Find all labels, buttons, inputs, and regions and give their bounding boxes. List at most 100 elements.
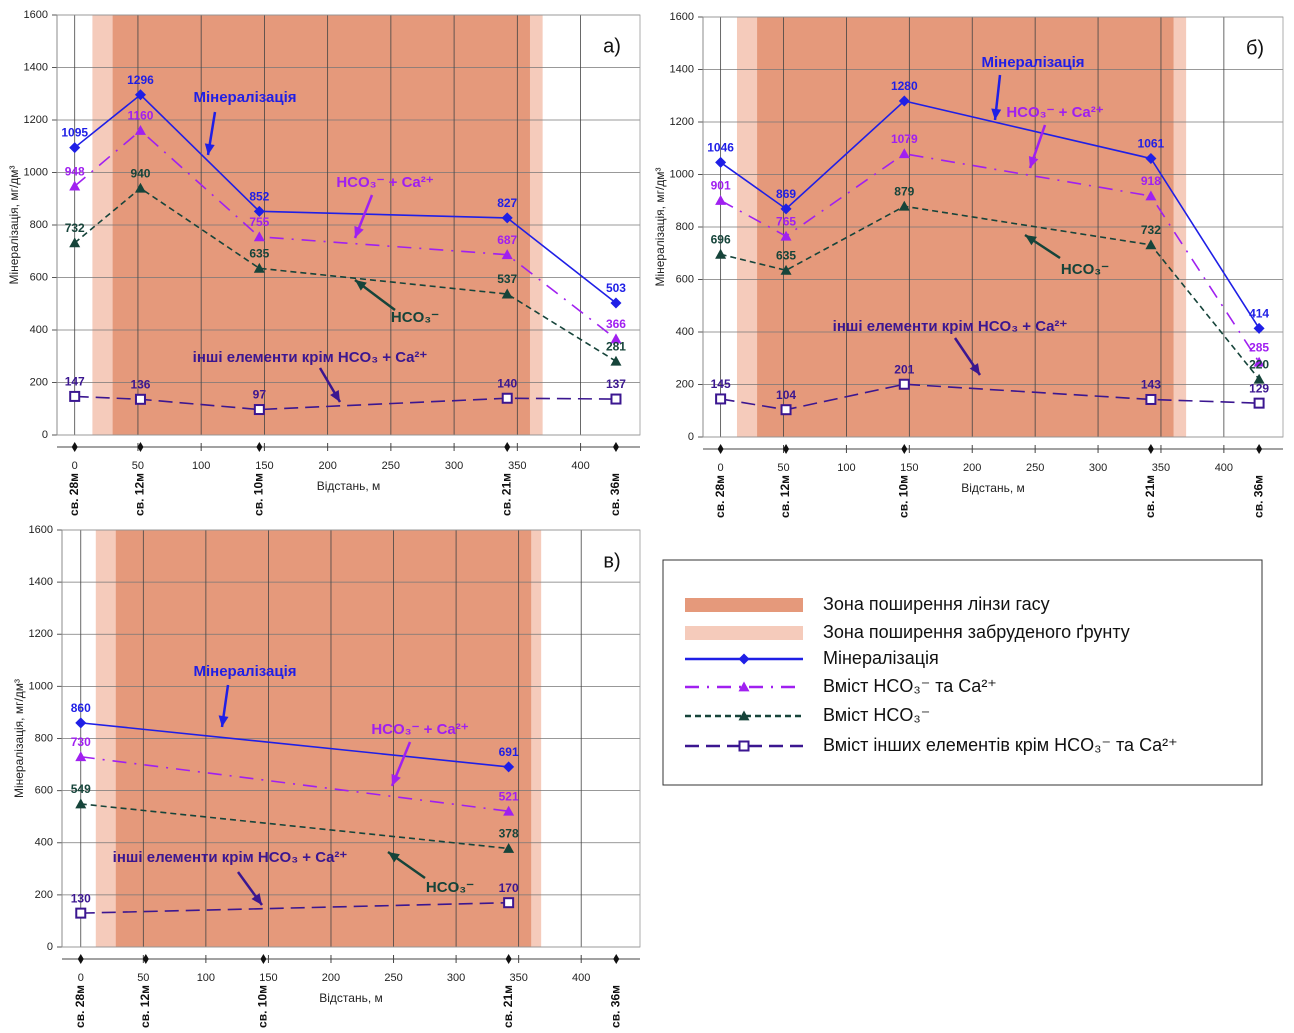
series-line: [74, 187, 617, 362]
well-marker: [1147, 444, 1154, 454]
data-point: [610, 297, 622, 309]
y-tick-label: 1400: [24, 61, 48, 73]
data-label: 549: [71, 782, 91, 796]
data-label: 147: [65, 375, 85, 389]
annotation: HCO₃⁻: [1061, 261, 1109, 278]
data-label: 696: [711, 232, 731, 246]
data-point: [134, 182, 146, 193]
y-tick-label: 400: [35, 837, 53, 849]
legend-marker: [738, 710, 750, 721]
x-tick-label: 350: [509, 972, 527, 984]
annotation: інші елементи крім HCO₃ + Ca²⁺: [193, 349, 428, 366]
y-tick-label: 0: [42, 429, 48, 441]
x-tick-label: 200: [318, 460, 336, 472]
well-marker: [717, 444, 724, 454]
annotation-arrowhead: [1028, 155, 1039, 168]
data-point: [1253, 397, 1265, 409]
annotation-arrowhead: [391, 773, 401, 786]
x-tick-label: 350: [1152, 462, 1170, 474]
y-tick-label: 400: [676, 326, 694, 338]
data-point: [1145, 190, 1157, 201]
annotation-arrowhead: [991, 108, 1002, 120]
annotation-arrowhead: [251, 893, 262, 905]
y-tick-label: 800: [35, 732, 53, 744]
legend-label: Вміст HCO₃⁻ та Ca²⁺: [823, 676, 997, 696]
x-tick-label: 100: [197, 972, 215, 984]
annotation: HCO₃⁻ + Ca²⁺: [1006, 104, 1103, 121]
annotation-arrowhead: [218, 715, 229, 727]
data-label: 940: [130, 166, 150, 180]
series-line: [720, 383, 1260, 411]
y-tick-label: 1200: [29, 628, 53, 640]
well-marker: [783, 444, 790, 454]
data-point: [501, 392, 513, 404]
data-label: 687: [497, 233, 517, 247]
data-label: 1095: [61, 126, 88, 140]
data-point: [69, 180, 81, 191]
data-label: 220: [1249, 357, 1269, 371]
data-point: [780, 230, 792, 241]
data-point: [715, 194, 727, 205]
x-tick-label: 250: [384, 972, 402, 984]
data-label: 537: [497, 272, 517, 286]
x-tick-label: 300: [445, 460, 463, 472]
well-label: св. 21м: [501, 985, 515, 1028]
data-label: 765: [776, 214, 796, 228]
data-point: [715, 156, 727, 168]
well-marker: [71, 442, 78, 452]
well-label: св. 28м: [713, 475, 727, 518]
legend-box: [662, 559, 1263, 786]
well-marker: [142, 954, 149, 964]
data-label: 901: [711, 179, 731, 193]
y-axis-label: Мінералізація, мг/дм³: [7, 165, 21, 284]
data-point: [253, 205, 265, 217]
x-tick-label: 200: [963, 462, 981, 474]
annotation-arrowhead: [355, 280, 367, 291]
data-label: 691: [499, 745, 519, 759]
well-label: св. 12м: [778, 475, 792, 518]
data-point: [898, 200, 910, 211]
data-point: [75, 751, 87, 762]
series-line: [80, 901, 509, 914]
annotation: HCO₃⁻: [426, 879, 474, 896]
well-label: св. 28м: [73, 985, 87, 1028]
annotation-arrowhead: [388, 852, 400, 863]
data-point: [1145, 239, 1157, 250]
data-label: 948: [65, 164, 85, 178]
data-label: 503: [606, 281, 626, 295]
x-tick-label: 300: [1089, 462, 1107, 474]
x-tick-label: 250: [382, 460, 400, 472]
x-tick-label: 50: [137, 972, 149, 984]
y-tick-label: 0: [47, 941, 53, 953]
well-label: св. 10м: [896, 475, 910, 518]
legend-label: Зона поширення лінзи гасу: [823, 594, 1050, 614]
data-label: 140: [497, 376, 517, 390]
annotation: інші елементи крім HCO₃ + Ca²⁺: [113, 849, 348, 866]
well-marker: [504, 442, 511, 452]
data-label: 104: [776, 388, 796, 402]
well-label: св. 10м: [256, 985, 270, 1028]
data-point: [715, 393, 727, 405]
y-tick-label: 800: [30, 219, 48, 231]
x-tick-label: 350: [508, 460, 526, 472]
annotation: інші елементи крім HCO₃ + Ca²⁺: [833, 318, 1068, 335]
data-point: [898, 148, 910, 159]
x-tick-label: 100: [192, 460, 210, 472]
annotation: HCO₃⁻ + Ca²⁺: [371, 721, 468, 738]
data-point: [780, 264, 792, 275]
well-label: св. 10м: [252, 473, 266, 516]
data-label: 136: [130, 377, 150, 391]
data-point: [503, 842, 515, 853]
y-axis-label: Мінералізація, мг/дм³: [653, 167, 667, 286]
legend-marker: [738, 681, 750, 692]
x-tick-label: 250: [1026, 462, 1044, 474]
x-tick-label: 150: [255, 460, 273, 472]
data-point: [253, 404, 265, 416]
legend-swatch: [685, 626, 803, 640]
y-tick-label: 1400: [29, 576, 53, 588]
legend-swatch: [685, 598, 803, 612]
y-tick-label: 1600: [670, 11, 694, 23]
data-label: 130: [71, 891, 91, 905]
panel-label: б): [1246, 37, 1264, 59]
well-marker: [613, 954, 620, 964]
